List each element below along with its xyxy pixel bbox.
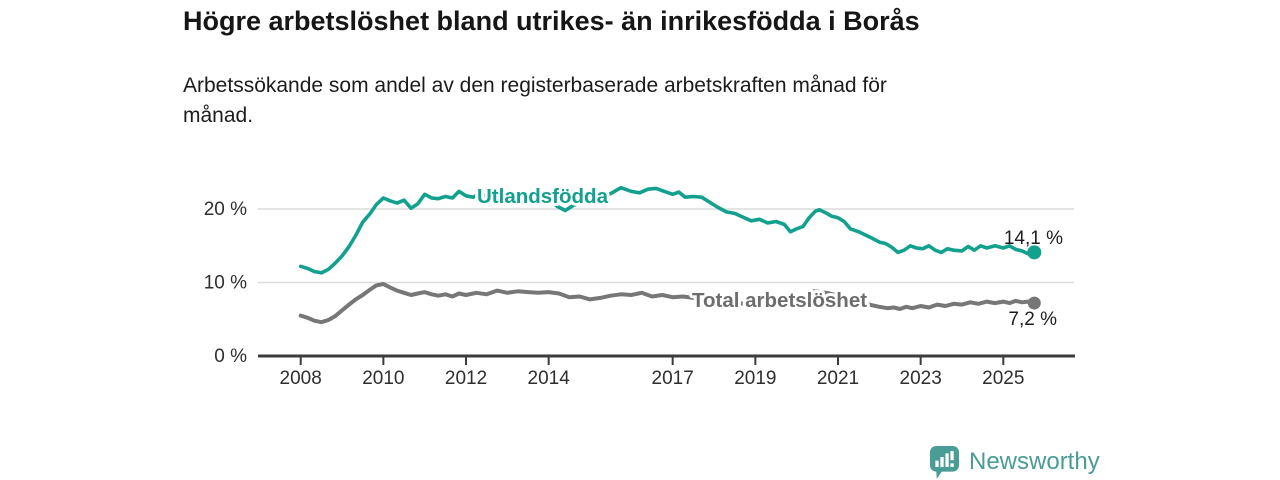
series-end-dot-total (1027, 296, 1041, 310)
series-end-value-utlandsfodda: 14,1 % (1004, 228, 1063, 249)
series-line-total (298, 282, 1037, 325)
chart-title: Högre arbetslöshet bland utrikes- än inr… (183, 6, 920, 36)
series-line-utlandsfodda (298, 185, 1037, 275)
series-label-utlandsfodda: Utlandsfödda (477, 185, 609, 208)
newsworthy-logo-icon (929, 446, 960, 479)
series-end-dot-utlandsfodda (1027, 245, 1042, 260)
x-tick-label-2012: 2012 (445, 368, 487, 389)
chart-subtitle-line-1: Arbetssökande som andel av den registerb… (183, 74, 887, 97)
x-tick-label-2017: 2017 (652, 368, 694, 389)
x-tick-label-2023: 2023 (900, 368, 942, 389)
y-tick-label-10: 10 % (204, 273, 247, 294)
y-tick-label-0: 0 % (214, 346, 247, 367)
series-label-total: Total arbetslöshet (692, 289, 867, 312)
x-tick-label-2014: 2014 (528, 368, 571, 389)
chart-subtitle: Arbetssökande som andel av den registerb… (183, 71, 1063, 131)
x-tick-label-2010: 2010 (362, 368, 404, 389)
newsworthy-logo-text: Newsworthy (969, 448, 1100, 475)
x-tick-label-2021: 2021 (817, 368, 859, 389)
series-end-value-total: 7,2 % (1008, 309, 1057, 330)
x-tick-label-2008: 2008 (280, 368, 322, 389)
y-tick-label-20: 20 % (204, 199, 247, 220)
chart-subtitle-line-2: månad. (183, 104, 254, 127)
x-tick-label-2019: 2019 (734, 368, 776, 389)
x-tick-label-2025: 2025 (982, 368, 1024, 389)
newsworthy-logo[interactable]: Newsworthy (929, 445, 1100, 479)
